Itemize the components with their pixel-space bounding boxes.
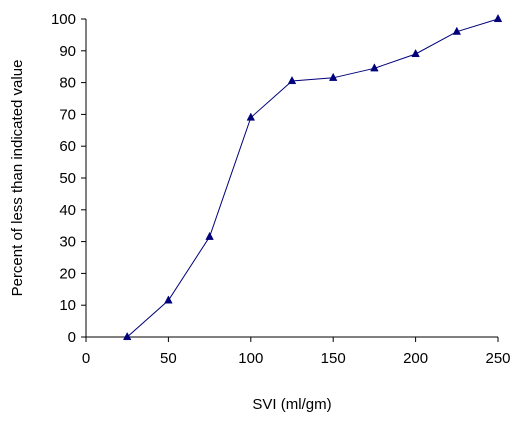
data-point-triangle — [493, 13, 503, 23]
y-tick-label: 50 — [59, 170, 76, 187]
y-tick-label: 60 — [59, 138, 76, 155]
y-tick-label: 100 — [51, 11, 76, 28]
y-tick-label: 40 — [59, 202, 76, 219]
y-tick-label: 0 — [68, 329, 76, 346]
data-point-triangle — [411, 48, 420, 58]
data-point-triangle — [287, 75, 297, 85]
series — [122, 13, 503, 341]
data-point-triangle — [164, 295, 173, 304]
y-tick-label: 30 — [59, 234, 76, 251]
series-line — [126, 18, 499, 338]
x-tick-label: 0 — [82, 350, 90, 367]
y-tick-label: 80 — [59, 75, 76, 92]
data-point-triangle — [452, 26, 462, 35]
data-point-triangle — [328, 72, 338, 81]
y-tick-label: 10 — [59, 297, 76, 314]
y-tick-label: 90 — [59, 43, 76, 60]
data-point-triangle — [370, 63, 379, 72]
data-point-triangle — [122, 331, 132, 341]
y-axis-title: Percent of less than indicated value — [9, 60, 26, 297]
ticks: 0 10 20 30 40 50 60 70 80 90 100 0 50 100 150 200 250 — [51, 11, 511, 367]
x-tick-label: 100 — [238, 350, 263, 367]
x-tick-label: 200 — [403, 350, 428, 367]
data-point-triangle — [205, 231, 214, 240]
y-tick-label: 70 — [59, 106, 76, 123]
axes — [85, 19, 498, 338]
x-tick-label: 250 — [485, 350, 510, 367]
x-axis-title: SVI (ml/gm) — [252, 396, 331, 413]
y-tick-label: 20 — [59, 265, 76, 282]
x-tick-label: 150 — [321, 350, 346, 367]
x-tick-label: 50 — [160, 350, 177, 367]
data-point-triangle — [246, 112, 256, 121]
